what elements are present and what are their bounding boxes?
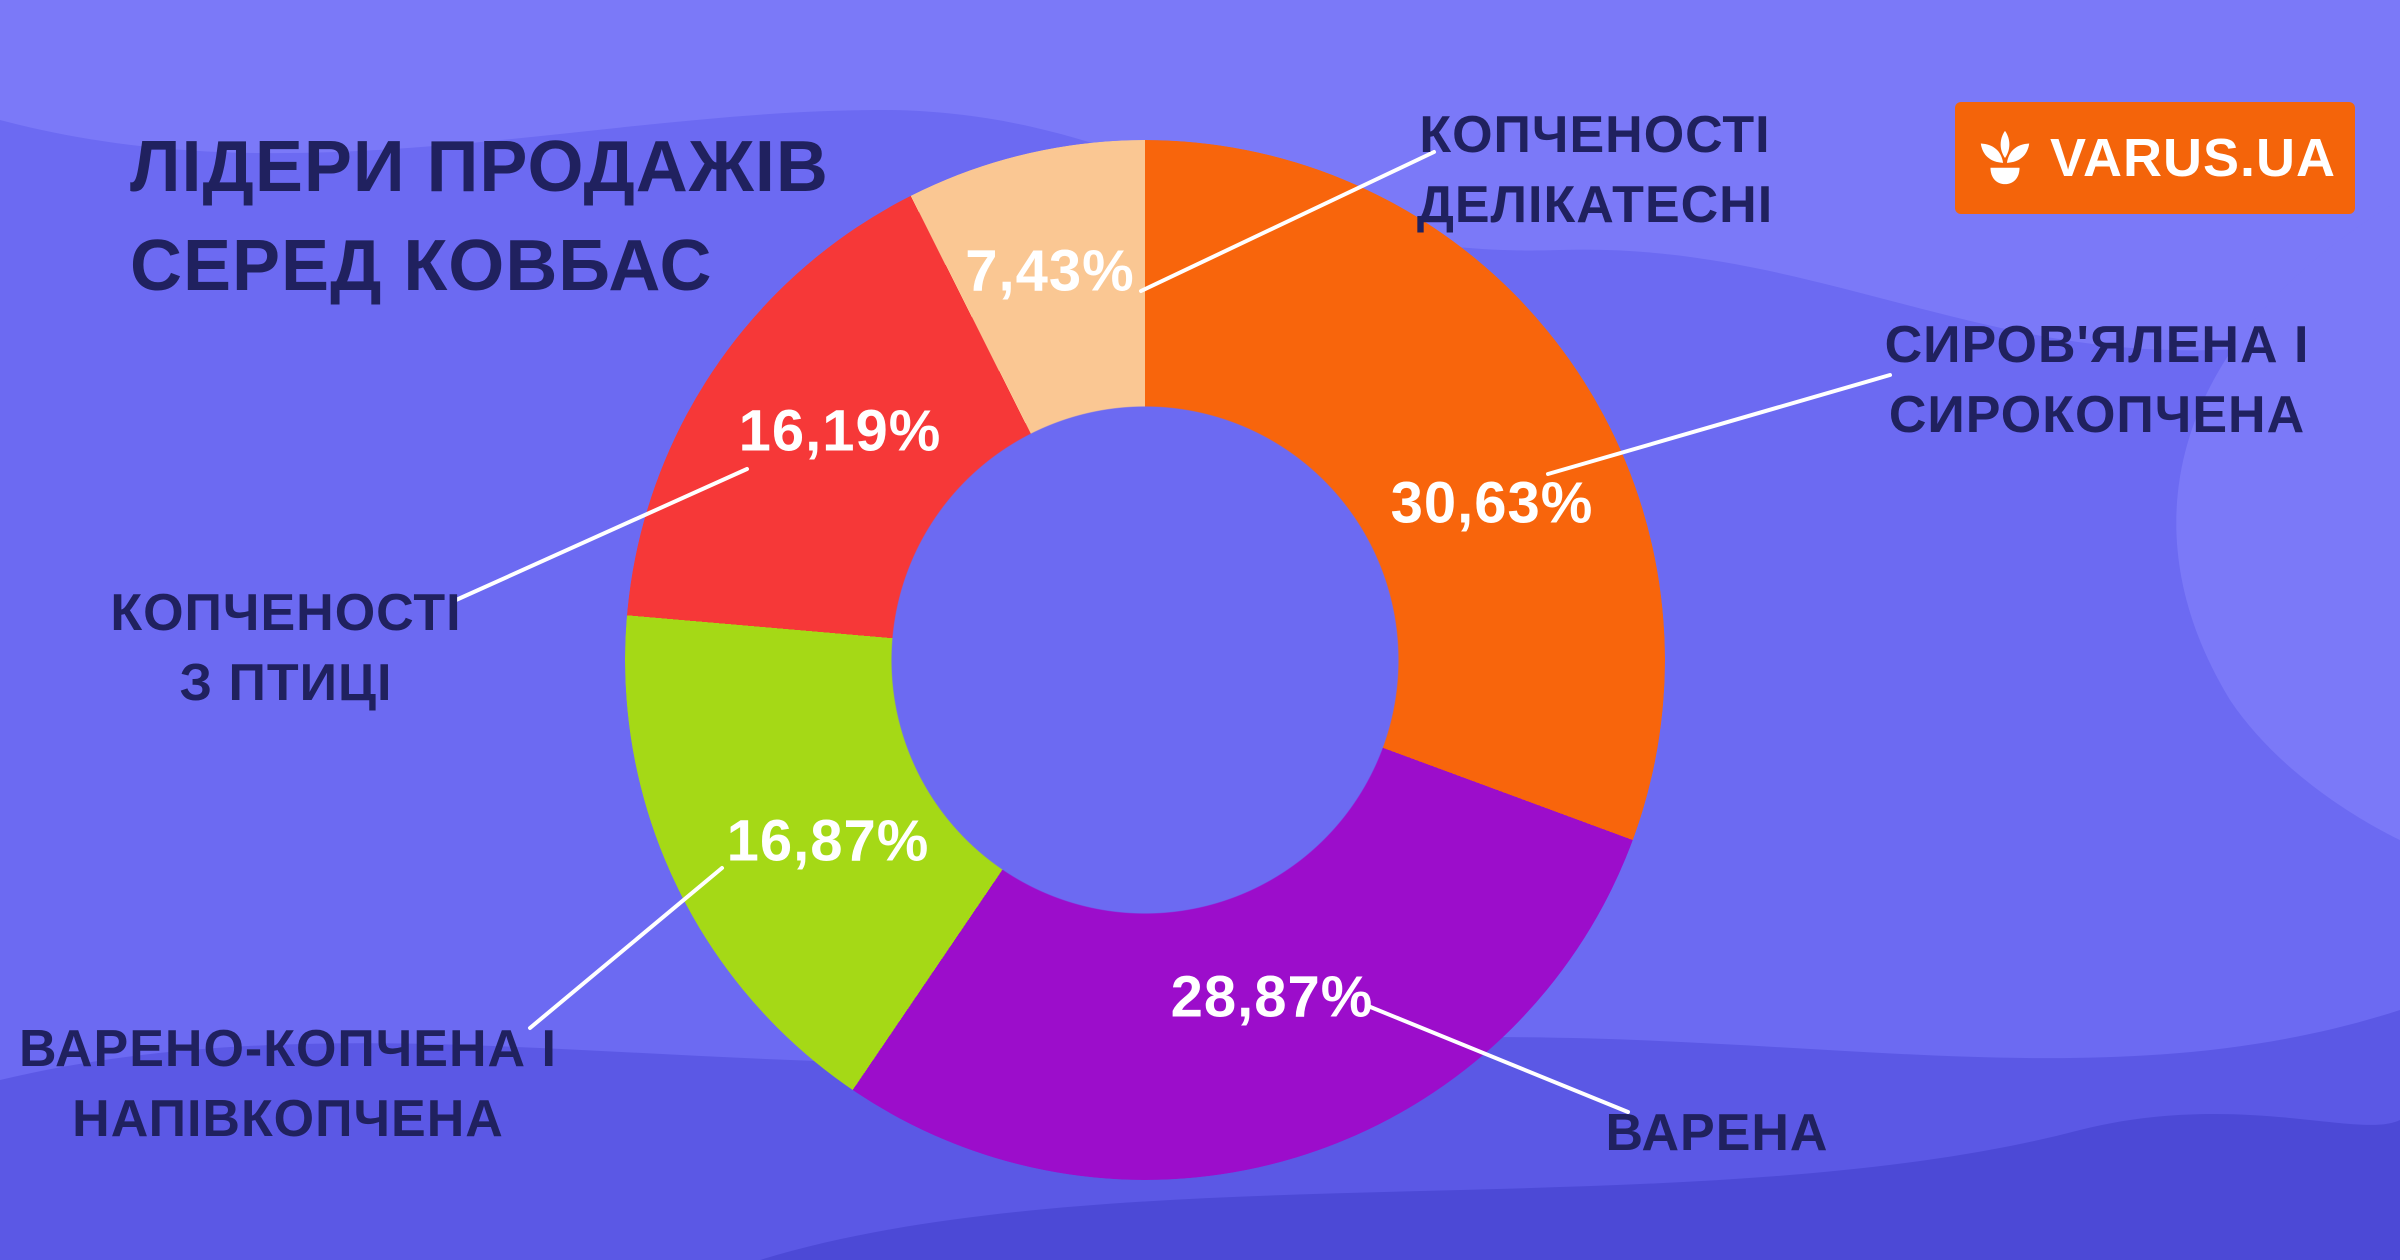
label-line: СИРОВ'ЯЛЕНА І — [1884, 316, 2310, 374]
segment-label-varena: ВАРЕНА — [1606, 1098, 1829, 1168]
label-line: З ПТИЦІ — [179, 654, 393, 713]
segment-label-syrovyalena: СИРОВ'ЯЛЕНА І СИРОКОПЧЕНА — [1885, 310, 2310, 450]
wave-right — [2176, 200, 2400, 840]
varus-logo: VARUS.UA — [1955, 102, 2355, 214]
segment-label-delikatesni: КОПЧЕНОСТІ ДЕЛІКАТЕСНІ — [1417, 100, 1773, 240]
label-line: НАПІВКОПЧЕНА — [72, 1090, 504, 1149]
donut-chart — [625, 140, 1665, 1180]
segment-label-vareno-kopchena: ВАРЕНО-КОПЧЕНА І НАПІВКОПЧЕНА — [19, 1014, 557, 1154]
segment-label-ptytsi: КОПЧЕНОСТІ З ПТИЦІ — [110, 578, 461, 718]
value-label-syrovyalena: 30,63% — [1390, 470, 1594, 536]
value-label-delikatesni: 7,43% — [965, 238, 1135, 304]
label-line: ДЕЛІКАТЕСНІ — [1416, 176, 1774, 235]
wave-bottom-deep — [760, 1113, 2400, 1260]
value-label-vareno-kopchena: 16,87% — [726, 808, 930, 874]
page-title-line-2: СЕРЕД КОВБАС — [130, 226, 713, 307]
label-line: СИРОКОПЧЕНА — [1888, 386, 2306, 445]
label-line: КОПЧЕНОСТІ — [1419, 106, 1771, 164]
page-title-line-1: ЛІДЕРИ ПРОДАЖІВ — [130, 127, 829, 207]
varus-flower-icon — [1974, 127, 2036, 189]
value-label-varena: 28,87% — [1170, 964, 1374, 1030]
label-line: ВАРЕНА — [1605, 1104, 1829, 1162]
label-line: КОПЧЕНОСТІ — [110, 584, 462, 642]
label-line: ВАРЕНО-КОПЧЕНА І — [19, 1020, 557, 1078]
page-title: ЛІДЕРИ ПРОДАЖІВ СЕРЕД КОВБАС — [130, 118, 829, 317]
logo-text: VARUS.UA — [2049, 128, 2336, 188]
value-label-ptytsi: 16,19% — [738, 398, 942, 464]
